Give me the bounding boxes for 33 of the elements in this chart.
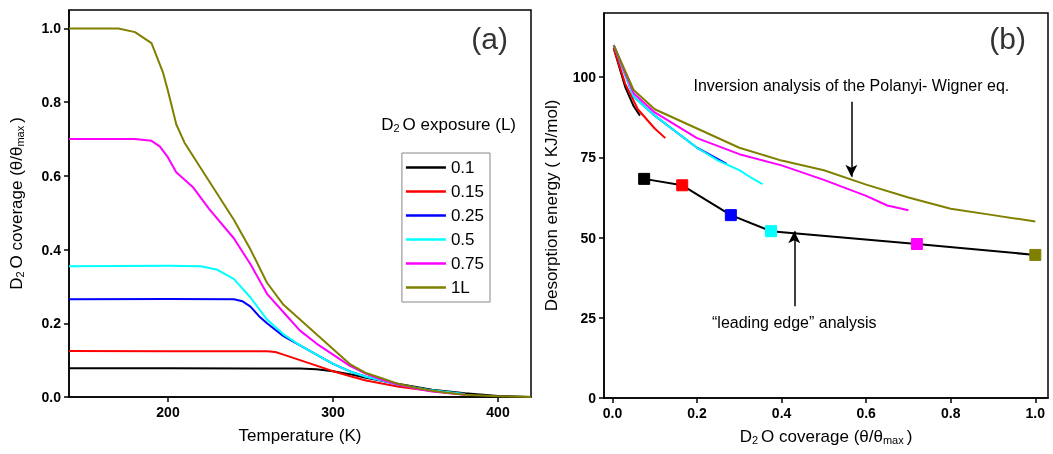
y-tick-label: 1.0 — [41, 20, 62, 37]
x-tick-label: 0.8 — [941, 405, 961, 421]
x-axis-title: Temperature (K) — [238, 426, 362, 445]
x-tick-label: 0.2 — [687, 405, 707, 421]
legend-label: 0.75 — [450, 254, 485, 273]
annotation: “leading edge” analysis — [712, 313, 877, 331]
y-tick-label: 75 — [580, 149, 597, 166]
x-tick-label: 0.0 — [602, 405, 623, 421]
y-tick-label: 0.2 — [41, 315, 62, 332]
y-tick-label: 100 — [572, 69, 597, 86]
y-axis-title: Desorption energy ( KJ/mol) — [542, 99, 561, 312]
annotation: (b) — [989, 21, 1027, 55]
legend-label: 1L — [450, 278, 470, 297]
x-tick-label: 0.6 — [856, 405, 877, 421]
x-tick-label: 1.0 — [1025, 405, 1046, 421]
annotation: (a) — [471, 21, 509, 55]
legend-label: 0.5 — [450, 230, 475, 249]
x-tick-label: 0.4 — [771, 405, 792, 421]
y-tick-label: 0.6 — [41, 167, 62, 184]
y-tick-label: 50 — [580, 229, 597, 246]
y-tick-label: 0.4 — [41, 241, 62, 258]
legend-label: 0.25 — [450, 206, 485, 225]
legend-label: 0.15 — [450, 182, 485, 201]
x-tick-label: 200 — [156, 404, 180, 420]
annotation: Inversion analysis of the Polanyi- Wigner eq. — [693, 77, 1010, 95]
y-axis-title: D2O coverage (θ/θmax) — [7, 117, 26, 290]
x-tick-label: 300 — [321, 404, 345, 420]
y-tick-label: 0.8 — [41, 94, 62, 111]
x-tick-label: 400 — [486, 404, 510, 420]
y-tick-label: 0.0 — [41, 389, 62, 405]
y-tick-label: 25 — [580, 309, 597, 326]
legend-label: 0.1 — [450, 158, 475, 177]
y-tick-label: 0 — [588, 390, 597, 406]
